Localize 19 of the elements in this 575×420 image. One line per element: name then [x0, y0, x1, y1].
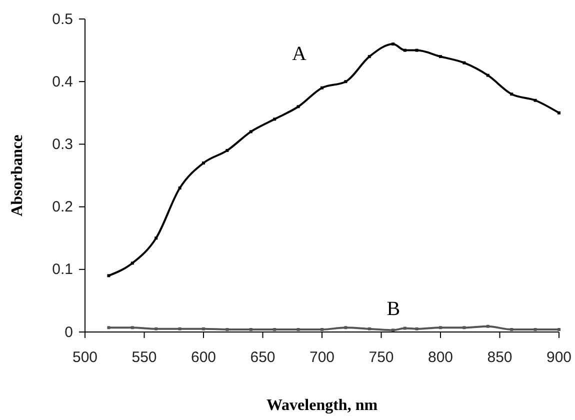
x-axis-title: Wavelength, nm [266, 397, 378, 414]
y-tick-label: 0.2 [52, 198, 73, 216]
series-label: B [386, 298, 400, 320]
x-tick-label: 900 [546, 349, 572, 366]
y-tick-label: 0.3 [52, 136, 73, 153]
x-tick-label: 800 [428, 349, 454, 366]
x-tick-label: 850 [487, 349, 512, 366]
y-tick-label: 0 [64, 324, 73, 341]
series-label: A [292, 42, 307, 65]
x-tick-label: 650 [250, 349, 276, 366]
y-tick-label: 0.1 [52, 261, 73, 278]
x-tick-label: 700 [309, 349, 335, 366]
y-tick-label: 0.5 [52, 10, 73, 28]
y-axis-title: Absorbance [9, 134, 26, 216]
x-tick-label: 750 [368, 349, 394, 366]
x-tick-label: 550 [132, 349, 157, 366]
x-tick-label: 600 [190, 349, 216, 366]
x-tick-label: 500 [72, 349, 98, 366]
y-tick-label: 0.4 [52, 73, 73, 90]
